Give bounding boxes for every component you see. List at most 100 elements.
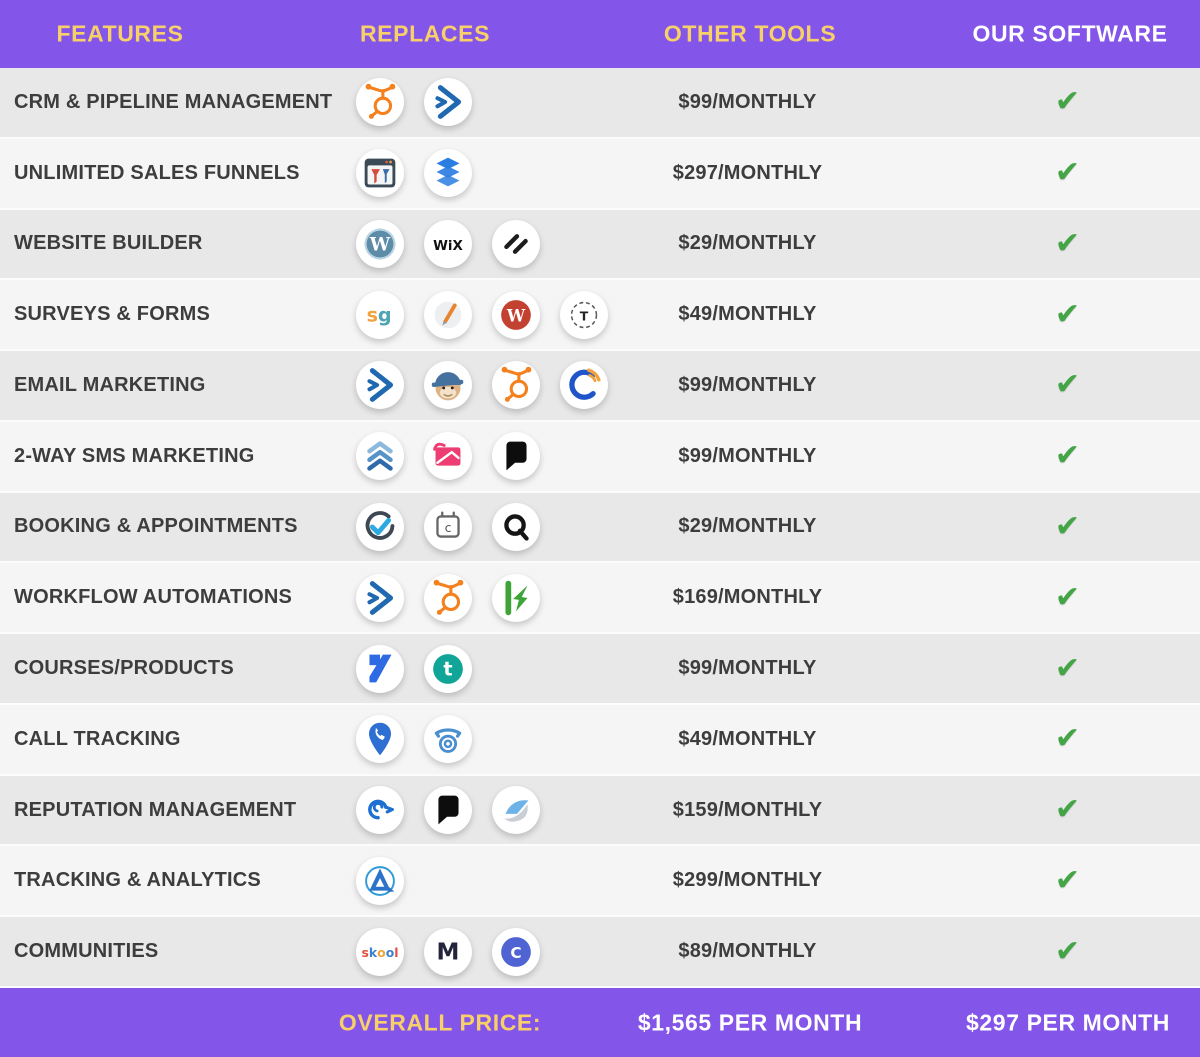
our-software-cell: ✔	[855, 724, 1200, 754]
podium-icon	[424, 786, 472, 835]
mailchimp-icon	[424, 361, 472, 410]
other-tools-price: $29/MONTHLY	[678, 232, 817, 255]
our-software-total: $297 PER MONTH	[966, 1009, 1170, 1035]
other-tools-price: $89/MONTHLY	[678, 940, 817, 963]
feature-label: WEBSITE BUILDER	[14, 232, 203, 255]
table-row: TRACKING & ANALYTICS $299/MONTHLY ✔	[0, 846, 1200, 918]
wufoo-icon: W	[492, 290, 540, 339]
replaces-icons: c	[350, 502, 640, 551]
podium-icon	[492, 432, 540, 481]
our-software-cell: ✔	[855, 795, 1200, 825]
checkmark-icon: ✔	[1054, 580, 1081, 614]
slicktext-icon	[356, 432, 404, 481]
other-tools-price: $99/MONTHLY	[678, 444, 817, 467]
header-features: FEATURES	[56, 20, 184, 47]
checkmark-icon: ✔	[1054, 226, 1081, 260]
our-software-cell: ✔	[855, 934, 1200, 968]
feature-label: REPUTATION MANAGEMENT	[14, 798, 297, 821]
table-row: WORKFLOW AUTOMATIONS $169/MONTHLY ✔	[0, 563, 1200, 635]
hubspot-icon	[492, 361, 540, 410]
svg-text:T: T	[580, 308, 589, 323]
svg-text:W: W	[369, 235, 391, 256]
table-header: FEATURES REPLACES OTHER TOOLS OUR SOFTWA…	[0, 0, 1200, 68]
svg-text:M: M	[437, 939, 460, 965]
other-tools-total: $1,565 PER MONTH	[637, 1009, 863, 1035]
hubspot-icon	[356, 78, 404, 127]
table-row: EMAIL MARKETING $99/MONTHLY ✔	[0, 351, 1200, 422]
our-software-cell: ✔	[855, 158, 1200, 188]
feature-label: BOOKING & APPOINTMENTS	[14, 515, 298, 538]
header-our-software: OUR SOFTWARE	[972, 20, 1168, 47]
squarespace-icon	[492, 219, 540, 268]
checkmark-icon: ✔	[1054, 934, 1081, 968]
table-row: WEBSITE BUILDER W WiX $29/MONTHLY ✔	[0, 209, 1200, 281]
svg-text:W: W	[506, 306, 526, 325]
overall-price-label: OVERALL PRICE:	[338, 1009, 542, 1035]
svg-text:g: g	[378, 303, 392, 326]
replaces-icons	[350, 432, 640, 481]
feature-label: CRM & PIPELINE MANAGEMENT	[14, 90, 333, 113]
other-tools-price: $169/MONTHLY	[672, 586, 823, 609]
wordpress-icon: W	[356, 219, 404, 268]
svg-text:c: c	[445, 520, 452, 535]
replaces-icons	[350, 361, 640, 410]
our-software-cell: ✔	[855, 299, 1200, 330]
keap-icon	[492, 573, 540, 622]
table-row: UNLIMITED SALES FUNNELS $297/MONTHLY ✔	[0, 138, 1200, 210]
header-replaces: REPLACES	[359, 20, 491, 47]
checkmark-icon: ✔	[1054, 368, 1081, 402]
table-row: 2-WAY SMS MARKETING $99/MONTHLY ✔	[0, 421, 1200, 493]
feature-label: COURSES/PRODUCTS	[14, 657, 234, 679]
activecampaign-icon	[424, 78, 472, 127]
other-tools-price: $99/MONTHLY	[678, 373, 817, 396]
checkmark-icon: ✔	[1054, 863, 1081, 897]
feature-label: SURVEYS & FORMS	[14, 303, 210, 326]
feature-label: 2-WAY SMS MARKETING	[14, 444, 255, 467]
feature-label: WORKFLOW AUTOMATIONS	[14, 586, 293, 609]
table-row: CRM & PIPELINE MANAGEMENT $99/MONTHLY ✔	[0, 68, 1200, 139]
our-software-cell: ✔	[855, 863, 1200, 897]
header-other-tools: OTHER TOOLS	[663, 20, 837, 47]
feature-label: CALL TRACKING	[14, 727, 181, 750]
skool-icon: skool	[356, 927, 404, 976]
our-software-cell: ✔	[855, 509, 1200, 543]
other-tools-price: $99/MONTHLY	[678, 657, 817, 679]
checkmark-icon: ✔	[1054, 793, 1081, 827]
replaces-icons: t	[350, 644, 640, 693]
table-footer: OVERALL PRICE: $1,565 PER MONTH $297 PER…	[0, 988, 1200, 1057]
other-tools-price: $159/MONTHLY	[672, 798, 823, 821]
kajabi-icon	[356, 644, 404, 693]
checkmark-icon: ✔	[1054, 439, 1081, 473]
constant-contact-icon	[560, 361, 608, 410]
leadpages-icon	[424, 149, 472, 198]
svg-text:C: C	[510, 943, 521, 961]
table-body: CRM & PIPELINE MANAGEMENT $99/MONTHLY ✔ UNL…	[0, 68, 1200, 988]
sms-envelope-icon	[424, 432, 472, 481]
replaces-icons	[350, 573, 640, 622]
acuity-icon	[492, 502, 540, 551]
table-row: COURSES/PRODUCTS t $99/MONTHLY ✔	[0, 634, 1200, 705]
clickfunnels-icon	[356, 149, 404, 198]
our-software-cell: ✔	[855, 226, 1200, 260]
checkmark-icon: ✔	[1054, 509, 1081, 543]
svg-text:WiX: WiX	[433, 239, 463, 254]
jotform-pen-icon	[424, 290, 472, 339]
our-software-cell: ✔	[855, 441, 1200, 471]
activecampaign-icon	[356, 573, 404, 622]
checkmark-icon: ✔	[1054, 651, 1081, 685]
other-tools-price: $99/MONTHLY	[678, 90, 817, 113]
table-row: COMMUNITIES skool M C $89/MONTHLY ✔	[0, 917, 1200, 988]
calendar-icon: c	[424, 502, 472, 551]
our-software-cell: ✔	[855, 580, 1200, 614]
feature-label: EMAIL MARKETING	[14, 373, 206, 396]
svg-text:skool: skool	[361, 944, 398, 959]
replaces-icons: skool M C	[350, 927, 640, 976]
replaces-icons: W WiX	[350, 219, 640, 268]
setmore-icon	[356, 502, 404, 551]
checkmark-icon: ✔	[1054, 722, 1081, 756]
other-tools-price: $297/MONTHLY	[672, 161, 823, 184]
birdeye-icon	[356, 786, 404, 835]
other-tools-price: $299/MONTHLY	[672, 869, 823, 892]
